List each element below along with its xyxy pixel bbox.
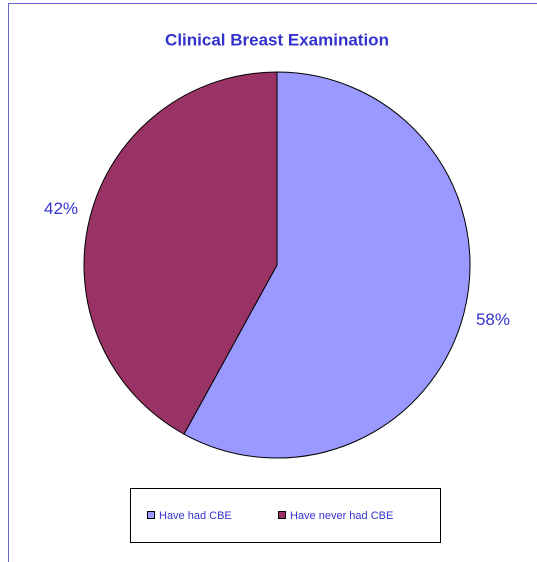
legend-swatch — [278, 511, 286, 519]
pie-slice — [183, 71, 471, 459]
data-label: 42% — [44, 199, 78, 218]
legend-swatch — [147, 511, 155, 519]
pie-slice — [83, 71, 278, 435]
legend-label: Have had CBE — [159, 510, 232, 522]
legend-label: Have never had CBE — [290, 510, 393, 522]
chart-title: Clinical Breast Examination — [165, 30, 389, 49]
data-label: 58% — [476, 310, 510, 329]
